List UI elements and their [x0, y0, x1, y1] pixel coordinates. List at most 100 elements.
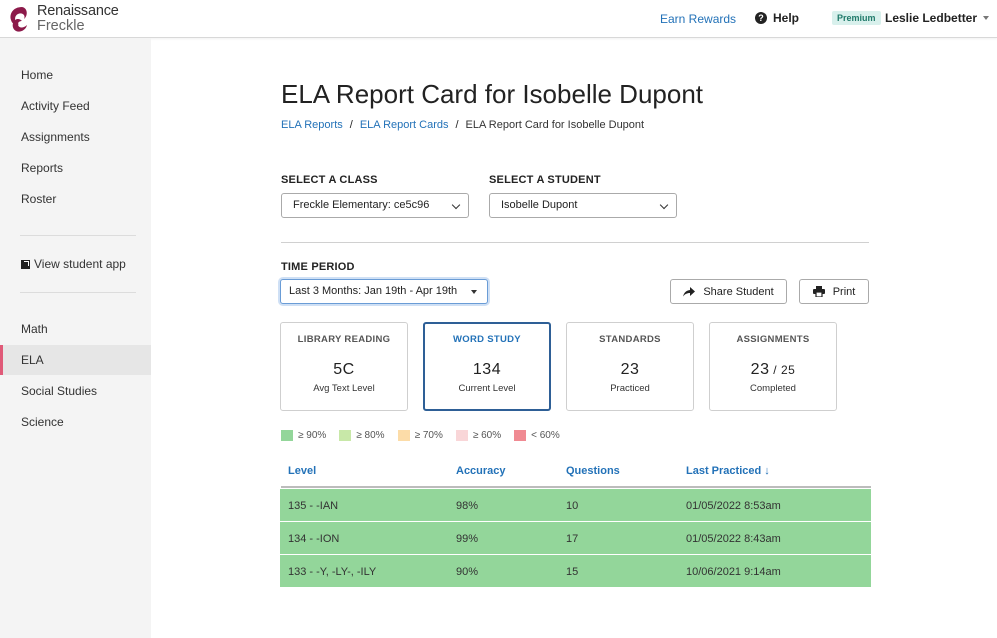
- share-student-label: Share Student: [703, 285, 774, 298]
- print-label: Print: [832, 285, 856, 298]
- card-subtitle: Avg Text Level: [313, 383, 375, 394]
- card-library-reading[interactable]: LIBRARY READING 5C Avg Text Level: [280, 322, 408, 411]
- sidebar-item-reports[interactable]: Reports: [21, 161, 64, 175]
- share-arrow-icon: [683, 286, 696, 296]
- accuracy-legend: ≥ 90% ≥ 80% ≥ 70% ≥ 60% < 60%: [281, 430, 573, 441]
- breadcrumb: ELA Reports / ELA Report Cards / ELA Rep…: [281, 119, 644, 131]
- sidebar-divider: [20, 235, 136, 236]
- breadcrumb-separator: /: [455, 119, 459, 131]
- legend-swatch: [455, 430, 468, 441]
- view-student-app-label: View student app: [34, 257, 126, 271]
- caret-down-icon: [471, 290, 477, 294]
- cell-questions: 17: [566, 533, 579, 545]
- page-title: ELA Report Card for Isobelle Dupont: [281, 79, 704, 109]
- cell-questions: 15: [566, 566, 579, 578]
- printer-icon: [812, 286, 825, 297]
- print-button[interactable]: Print: [799, 279, 869, 304]
- legend-item: ≥ 80%: [339, 430, 385, 441]
- sidebar: Home Activity Feed Assignments Reports R…: [0, 38, 151, 638]
- cell-accuracy: 98%: [456, 500, 479, 512]
- sidebar-item-math[interactable]: Math: [21, 322, 48, 336]
- breadcrumb-ela-reports[interactable]: ELA Reports: [281, 119, 343, 131]
- time-period-label: TIME PERIOD: [281, 261, 355, 273]
- logo-line2: Freckle: [37, 18, 85, 34]
- breadcrumb-separator: /: [349, 119, 353, 131]
- time-period-value: Last 3 Months: Jan 19th - Apr 19th: [289, 285, 458, 297]
- sidebar-divider: [20, 292, 136, 293]
- cell-accuracy: 90%: [456, 566, 479, 578]
- card-value: 23: [620, 361, 640, 378]
- chevron-down-icon: [451, 200, 461, 210]
- card-standards[interactable]: STANDARDS 23 Practiced: [566, 322, 694, 411]
- sidebar-item-ela[interactable]: ELA: [0, 345, 151, 375]
- legend-item: ≥ 90%: [281, 430, 326, 441]
- cell-level: 133 - -Y, -LY-, -ILY: [288, 566, 377, 578]
- card-title: WORD STUDY: [453, 334, 521, 345]
- table-row[interactable]: 133 - -Y, -LY-, -ILY 90% 15 10/06/2021 9…: [280, 555, 871, 588]
- cell-last-practiced: 01/05/2022 8:43am: [686, 533, 781, 545]
- sidebar-item-social-studies[interactable]: Social Studies: [21, 384, 98, 398]
- column-header-accuracy[interactable]: Accuracy: [456, 465, 506, 477]
- cell-level: 135 - -IAN: [288, 500, 339, 512]
- chevron-down-icon: [659, 200, 669, 210]
- legend-swatch: [339, 430, 352, 441]
- top-bar: Renaissance Freckle Earn Rewards ? Help …: [0, 0, 997, 38]
- student-select-value: Isobelle Dupont: [501, 199, 578, 211]
- card-word-study[interactable]: WORD STUDY 134 Current Level: [423, 322, 551, 411]
- card-subtitle: Current Level: [458, 383, 516, 394]
- class-select[interactable]: Freckle Elementary: ce5c96: [281, 193, 469, 218]
- cell-last-practiced: 10/06/2021 9:14am: [686, 566, 781, 578]
- sidebar-item-assignments[interactable]: Assignments: [21, 130, 90, 144]
- breadcrumb-ela-report-cards[interactable]: ELA Report Cards: [359, 119, 449, 131]
- view-student-app-link[interactable]: View student app: [0, 249, 151, 279]
- sidebar-item-science[interactable]: Science: [21, 415, 64, 429]
- card-title: STANDARDS: [599, 334, 661, 345]
- card-subtitle: Completed: [750, 383, 796, 394]
- card-value: 5C: [333, 361, 355, 378]
- select-class-label: SELECT A CLASS: [281, 174, 378, 186]
- card-title: LIBRARY READING: [297, 334, 391, 345]
- external-link-icon: [21, 260, 30, 269]
- legend-item: < 60%: [514, 430, 560, 441]
- card-subtitle: Practiced: [610, 383, 650, 394]
- help-label: Help: [773, 11, 800, 25]
- cell-last-practiced: 01/05/2022 8:53am: [686, 500, 781, 512]
- legend-item: ≥ 60%: [455, 430, 501, 441]
- cell-level: 134 - -ION: [288, 533, 340, 545]
- column-header-level[interactable]: Level: [288, 465, 317, 477]
- sidebar-item-activity-feed[interactable]: Activity Feed: [21, 99, 90, 113]
- user-menu[interactable]: Leslie Ledbetter: [885, 11, 990, 25]
- premium-badge: Premium: [832, 11, 881, 25]
- cell-questions: 10: [566, 500, 579, 512]
- column-header-last-practiced[interactable]: Last Practiced ↓: [686, 465, 770, 477]
- card-assignments[interactable]: ASSIGNMENTS 23 / 25 Completed: [709, 322, 837, 411]
- card-value: 23 / 25: [750, 361, 796, 378]
- class-select-value: Freckle Elementary: ce5c96: [293, 199, 430, 211]
- breadcrumb-current: ELA Report Card for Isobelle Dupont: [465, 119, 645, 131]
- legend-swatch: [281, 430, 293, 441]
- time-period-select[interactable]: Last 3 Months: Jan 19th - Apr 19th: [280, 279, 488, 304]
- cell-accuracy: 99%: [456, 533, 479, 545]
- share-student-button[interactable]: Share Student: [670, 279, 787, 304]
- card-value: 134: [472, 361, 502, 378]
- legend-swatch: [397, 430, 410, 441]
- table-row[interactable]: 135 - -IAN 98% 10 01/05/2022 8:53am: [280, 489, 871, 522]
- earn-rewards-link[interactable]: Earn Rewards: [660, 12, 737, 26]
- user-name: Leslie Ledbetter: [885, 11, 978, 25]
- sidebar-item-home[interactable]: Home: [21, 68, 54, 82]
- table-header: Level Accuracy Questions Last Practiced …: [281, 458, 871, 488]
- logo-line1: Renaissance: [37, 3, 119, 19]
- legend-item: ≥ 70%: [397, 430, 443, 441]
- caret-down-icon: [983, 16, 990, 20]
- card-title: ASSIGNMENTS: [736, 334, 810, 345]
- help-button[interactable]: ? Help: [755, 11, 799, 25]
- freckle-logo-icon: [10, 7, 27, 32]
- sidebar-item-roster[interactable]: Roster: [21, 192, 57, 206]
- question-circle-icon: ?: [755, 12, 767, 24]
- student-select[interactable]: Isobelle Dupont: [489, 193, 677, 218]
- column-header-questions[interactable]: Questions: [566, 465, 620, 477]
- logo[interactable]: Renaissance Freckle: [8, 4, 119, 34]
- section-divider: [281, 242, 869, 243]
- legend-swatch: [514, 430, 527, 441]
- table-row[interactable]: 134 - -ION 99% 17 01/05/2022 8:43am: [280, 522, 871, 555]
